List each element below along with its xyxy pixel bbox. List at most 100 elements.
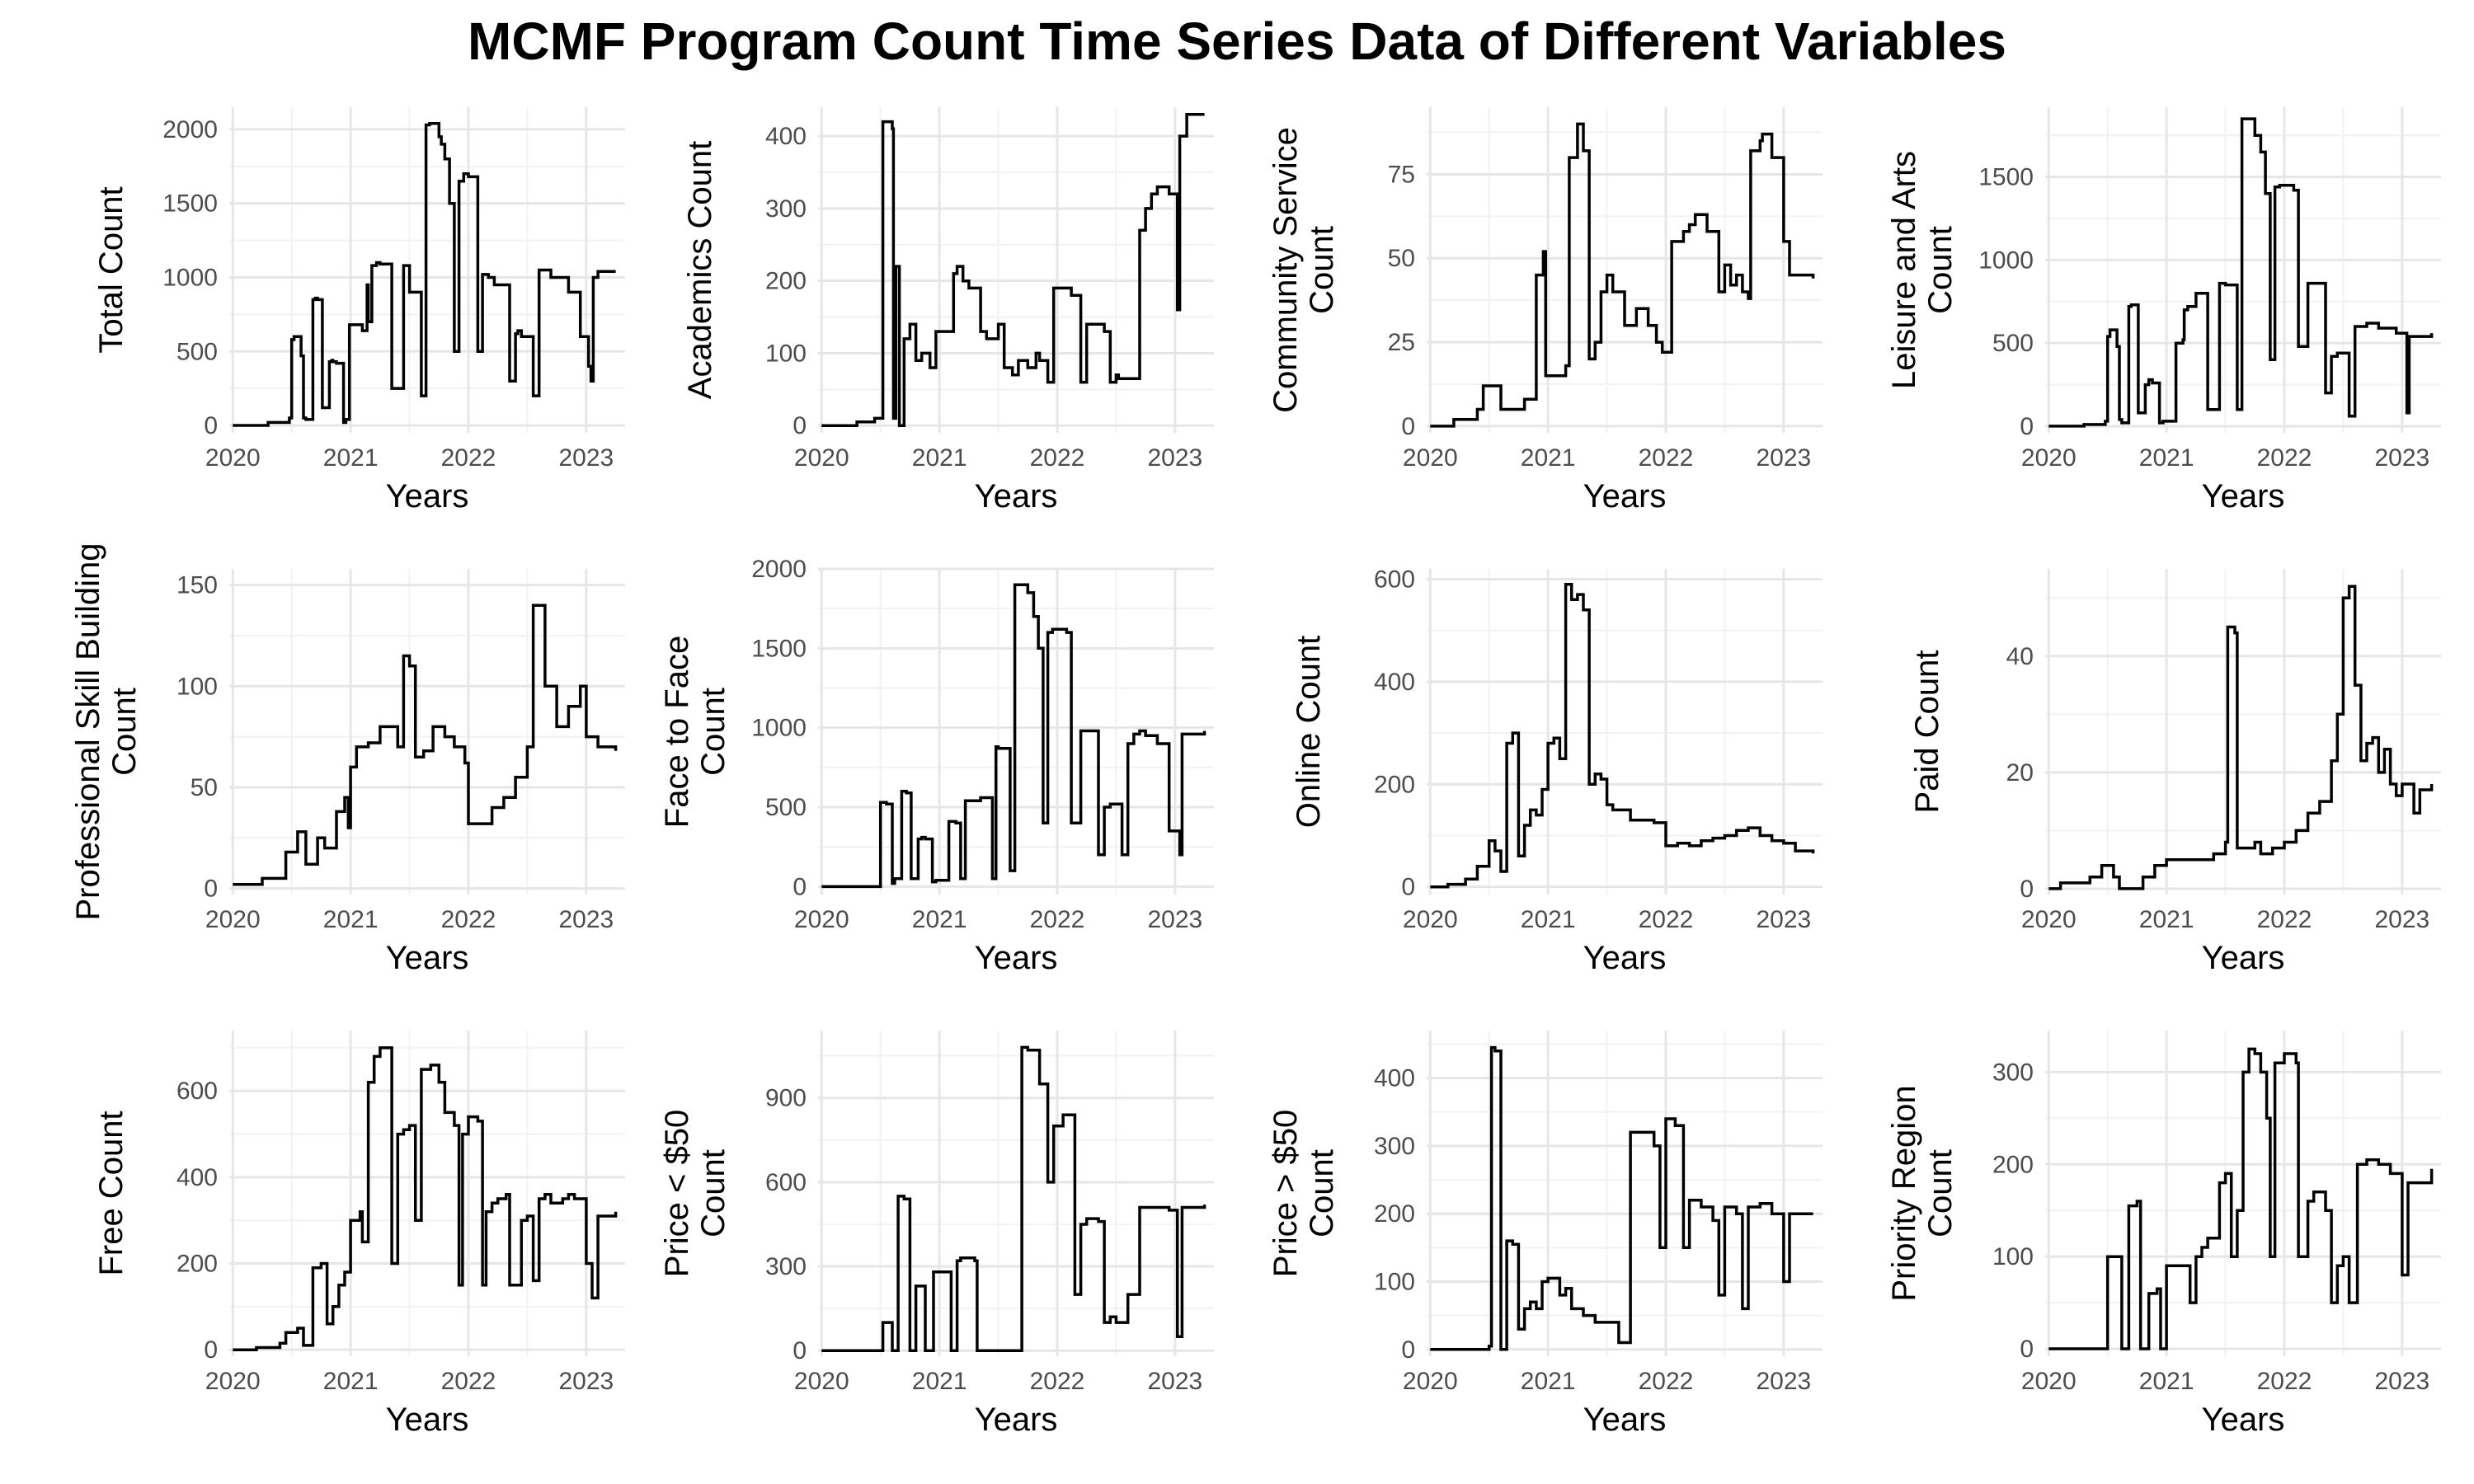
x-tick-label: 2021 — [2139, 906, 2194, 933]
chart-title: MCMF Program Count Time Series Data of D… — [468, 12, 2006, 71]
x-tick-label: 2022 — [1030, 906, 1085, 933]
y-tick-label: 20 — [2006, 759, 2034, 787]
panel-4: 2020 2021 2022 2023 0 50 100 150 Years Profession… — [70, 542, 625, 976]
x-tick-label: 2021 — [1521, 1368, 1576, 1395]
y-tick-label: 75 — [1388, 161, 1415, 188]
y-tick-label: 0 — [2020, 1336, 2034, 1363]
x-tick-label: 2023 — [1756, 444, 1811, 472]
y-axis-label-line: Face to Face — [659, 636, 695, 828]
panel-2: 2020 2021 2022 2023 0 25 50 75 Years Community Se… — [1268, 107, 1823, 514]
y-tick-label: 500 — [176, 338, 218, 365]
panel-0: 2020 2021 2022 2023 0 500 1000 1500 2000 Years Tot… — [93, 107, 625, 514]
y-tick-label: 0 — [1401, 874, 1415, 901]
series-line-0 — [2048, 1047, 2434, 1350]
y-tick-label: 0 — [1401, 1336, 1415, 1364]
y-axis-label-line: Count — [1922, 226, 1959, 314]
y-tick-label: 1500 — [162, 190, 218, 218]
y-axis-label: Price < $50Count — [659, 1110, 731, 1277]
y-tick-label: 100 — [1374, 1268, 1415, 1295]
x-tick-label: 2021 — [2139, 444, 2194, 472]
y-axis-label-line: Academics Count — [682, 141, 718, 399]
y-axis-label-line: Leisure and Arts — [1886, 151, 1922, 389]
y-tick-label: 40 — [2006, 643, 2034, 670]
y-axis-label-line: Priority Region — [1886, 1085, 1922, 1301]
y-tick-label: 1500 — [1978, 164, 2034, 191]
y-axis-label: Total Count — [93, 186, 129, 353]
x-tick-label: 2020 — [205, 1368, 261, 1395]
x-tick-label: 2021 — [912, 906, 967, 933]
panel-6: 2020 2021 2022 2023 0 200 400 600 Years Online Co… — [1291, 566, 1823, 976]
y-tick-label: 400 — [765, 123, 807, 150]
x-tick-label: 2020 — [2021, 1368, 2077, 1395]
y-axis-label-line: Total Count — [93, 186, 129, 353]
x-tick-label: 2022 — [2257, 1368, 2312, 1395]
x-tick-label: 2022 — [2257, 906, 2312, 933]
y-tick-label: 50 — [1388, 245, 1415, 272]
series-line-0 — [1430, 122, 1815, 428]
panel-10: 2020 2021 2022 2023 0 100 200 300 400 Years Price … — [1268, 1031, 1823, 1438]
x-tick-label: 2022 — [1030, 444, 1085, 472]
x-tick-label: 2023 — [1147, 1368, 1202, 1395]
y-tick-label: 1000 — [162, 264, 218, 291]
series-line-0 — [1430, 582, 1815, 889]
y-tick-label: 1500 — [751, 635, 807, 662]
x-axis-label: Years — [975, 478, 1058, 514]
x-axis-label: Years — [975, 1402, 1058, 1438]
x-tick-label: 2022 — [1639, 906, 1694, 933]
y-tick-label: 200 — [765, 268, 807, 295]
y-tick-label: 200 — [176, 1251, 218, 1278]
x-tick-label: 2022 — [441, 906, 496, 933]
y-tick-label: 0 — [2020, 413, 2034, 440]
y-tick-label: 25 — [1388, 329, 1415, 356]
y-axis-label: Free Count — [93, 1111, 129, 1275]
y-tick-label: 100 — [1992, 1243, 2034, 1270]
x-tick-label: 2020 — [2021, 444, 2077, 472]
y-tick-label: 0 — [793, 412, 807, 439]
y-tick-label: 300 — [765, 1253, 807, 1280]
y-axis-label-line: Online Count — [1291, 636, 1327, 828]
y-tick-label: 500 — [765, 794, 807, 821]
series-line-0 — [821, 113, 1205, 427]
x-tick-label: 2020 — [1403, 1368, 1458, 1395]
y-tick-label: 400 — [1374, 669, 1415, 696]
y-tick-label: 0 — [793, 873, 807, 900]
y-tick-label: 0 — [204, 412, 218, 439]
y-axis-label-line: Professional Skill Building — [70, 542, 106, 920]
y-tick-label: 600 — [176, 1078, 218, 1105]
y-tick-label: 100 — [176, 673, 218, 700]
x-axis-label: Years — [2202, 940, 2285, 976]
y-tick-label: 0 — [1401, 413, 1415, 440]
x-tick-label: 2022 — [1639, 1368, 1694, 1395]
y-axis-label: Leisure and ArtsCount — [1886, 151, 1959, 389]
x-tick-label: 2023 — [2374, 1368, 2429, 1395]
panel-7: 2020 2021 2022 2023 0 20 40 Years Paid Count — [1909, 569, 2441, 976]
y-tick-label: 0 — [204, 876, 218, 903]
x-axis-label: Years — [1583, 940, 1667, 976]
y-axis-label-line: Free Count — [93, 1111, 129, 1275]
x-tick-label: 2020 — [794, 444, 849, 472]
panel-8: 2020 2021 2022 2023 0 200 400 600 Years Free Coun… — [93, 1031, 625, 1438]
series-line-0 — [233, 603, 618, 886]
panel-3: 2020 2021 2022 2023 0 500 1000 1500 Years Leisure… — [1886, 107, 2441, 514]
y-tick-label: 400 — [1374, 1065, 1415, 1092]
series-line-0 — [1430, 1045, 1813, 1351]
y-axis-label: Online Count — [1291, 636, 1327, 828]
y-axis-label-line: Count — [695, 1149, 731, 1237]
x-tick-label: 2021 — [912, 444, 967, 472]
y-tick-label: 0 — [204, 1336, 218, 1364]
x-axis-label: Years — [386, 478, 469, 514]
y-axis-label-line: Count — [1922, 1149, 1959, 1237]
y-tick-label: 500 — [1992, 330, 2034, 357]
y-tick-label: 1000 — [751, 715, 807, 742]
y-tick-label: 0 — [2020, 876, 2034, 903]
y-tick-label: 200 — [1374, 771, 1415, 798]
x-tick-label: 2023 — [1147, 906, 1202, 933]
series-line-0 — [2048, 117, 2434, 428]
y-tick-label: 300 — [1374, 1133, 1415, 1160]
y-axis-label-line: Price > $50 — [1268, 1110, 1304, 1277]
x-tick-label: 2020 — [794, 1368, 849, 1395]
y-tick-label: 50 — [190, 774, 218, 801]
x-tick-label: 2021 — [1521, 444, 1576, 472]
x-tick-label: 2023 — [558, 906, 614, 933]
